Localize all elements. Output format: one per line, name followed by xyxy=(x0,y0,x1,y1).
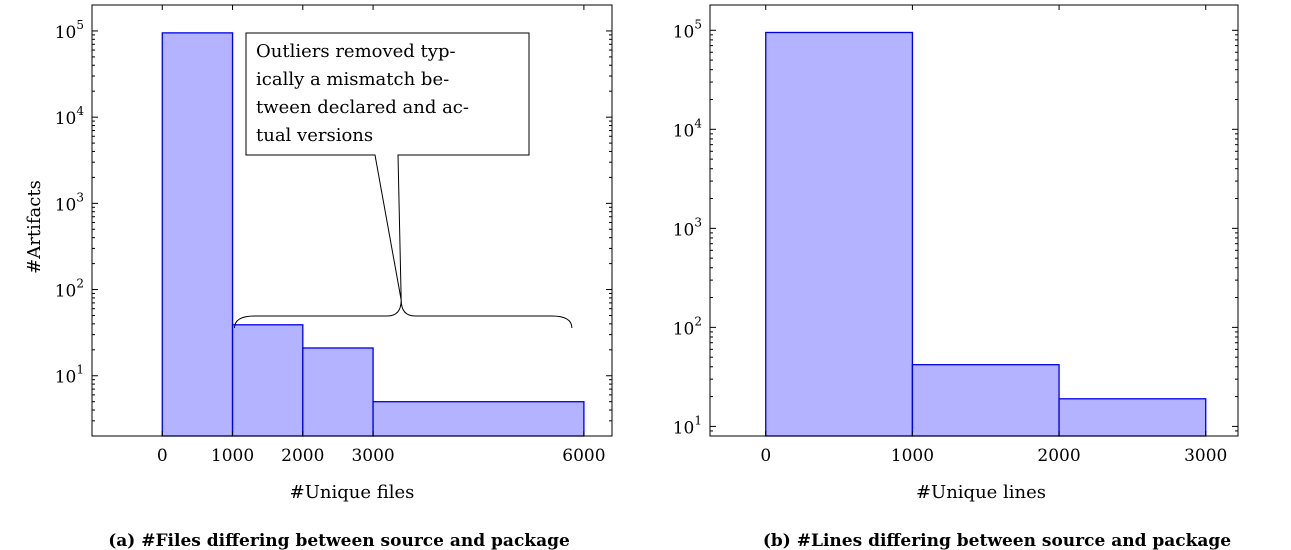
x-axis-label: #Unique files xyxy=(290,482,415,503)
x-tick-label: 6000 xyxy=(562,446,605,466)
y-tick-label: 105 xyxy=(673,17,702,42)
y-tick-label: 105 xyxy=(55,18,84,43)
x-tick-label: 0 xyxy=(157,446,168,466)
bar xyxy=(765,31,914,437)
x-tick-label: 2000 xyxy=(281,446,324,466)
x-tick-label: 1000 xyxy=(211,446,254,466)
y-tick-label: 102 xyxy=(55,277,84,302)
annotation-callout: Outliers removed typ-ically a mismatch b… xyxy=(234,32,573,329)
x-tick-label: 2000 xyxy=(1037,446,1080,466)
x-tick-label: 3000 xyxy=(351,446,394,466)
annotation-text: Outliers removed typ-ically a mismatch b… xyxy=(256,41,469,146)
chart-lines: #Unique lines (b) #Lines differing betwe… xyxy=(673,4,1239,550)
y-tick-label: 102 xyxy=(673,314,702,339)
caption-a: (a) #Files differing between source and … xyxy=(108,531,570,550)
plot-frame xyxy=(91,4,613,437)
curly-brace xyxy=(234,299,573,329)
y-tick-label: 101 xyxy=(673,413,702,438)
bar xyxy=(911,364,1060,437)
y-axis-label: #Artifacts xyxy=(24,180,45,274)
y-tick-label: 101 xyxy=(55,363,84,388)
bar xyxy=(372,401,585,437)
x-tick-label: 3000 xyxy=(1184,446,1227,466)
y-tick-label: 103 xyxy=(55,190,84,215)
bar xyxy=(1058,398,1207,437)
callout-box xyxy=(245,32,530,301)
x-axis-label: #Unique lines xyxy=(916,482,1046,503)
x-tick-label: 1000 xyxy=(891,446,934,466)
chart-files: #Artifacts #Unique files (a) #Files diff… xyxy=(24,4,613,550)
bar xyxy=(231,324,304,437)
plot-frame xyxy=(709,4,1239,437)
caption-b: (b) #Lines differing between source and … xyxy=(763,531,1231,550)
y-tick-label: 104 xyxy=(55,104,85,129)
y-tick-label: 104 xyxy=(673,116,703,141)
bar xyxy=(161,32,234,437)
y-tick-label: 103 xyxy=(673,215,702,240)
x-tick-label: 0 xyxy=(760,446,771,466)
bar xyxy=(302,347,374,437)
